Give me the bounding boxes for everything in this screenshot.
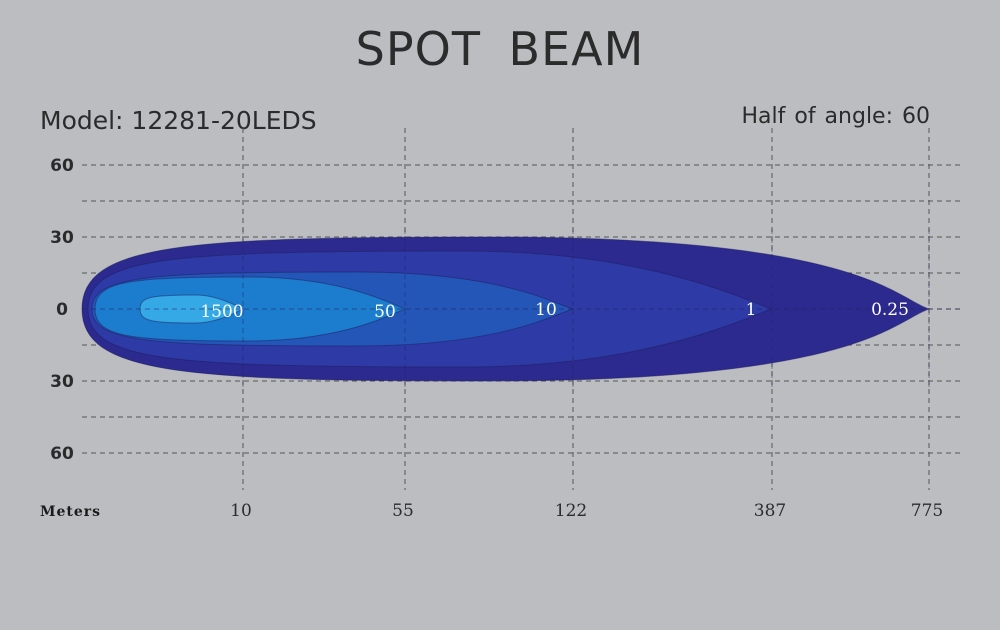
y-axis-labels: 60 30 0 30 60 bbox=[50, 156, 74, 464]
x-axis-labels: 10 55 122 387 775 bbox=[230, 501, 943, 521]
x-tick-label: 122 bbox=[555, 501, 587, 521]
x-tick-label: 55 bbox=[392, 501, 414, 521]
y-tick-label: 30 bbox=[50, 228, 74, 248]
beam-contours bbox=[81, 229, 960, 389]
contour-labels: 0.25 1 10 50 1500 bbox=[200, 300, 909, 322]
contour-value-label: 0.25 bbox=[871, 300, 909, 320]
chart-title: SPOT BEAM bbox=[355, 22, 645, 76]
x-tick-label: 10 bbox=[230, 501, 252, 521]
x-axis-title: Meters bbox=[40, 504, 101, 520]
contour-value-label: 50 bbox=[374, 302, 396, 322]
y-tick-label: 30 bbox=[50, 372, 74, 392]
beam-contour-50 bbox=[94, 276, 407, 342]
y-tick-label: 60 bbox=[50, 156, 74, 176]
contour-value-label: 10 bbox=[535, 300, 557, 320]
y-tick-label: 60 bbox=[50, 444, 74, 464]
x-tick-label: 775 bbox=[911, 501, 943, 521]
contour-value-label: 1500 bbox=[200, 302, 243, 322]
contour-value-label: 1 bbox=[746, 300, 757, 320]
model-label: Model: 12281-20LEDS bbox=[40, 106, 317, 135]
y-tick-label: 0 bbox=[56, 300, 68, 320]
x-tick-label: 387 bbox=[754, 501, 786, 521]
half-angle-label: Half of angle: 60 bbox=[741, 104, 930, 129]
